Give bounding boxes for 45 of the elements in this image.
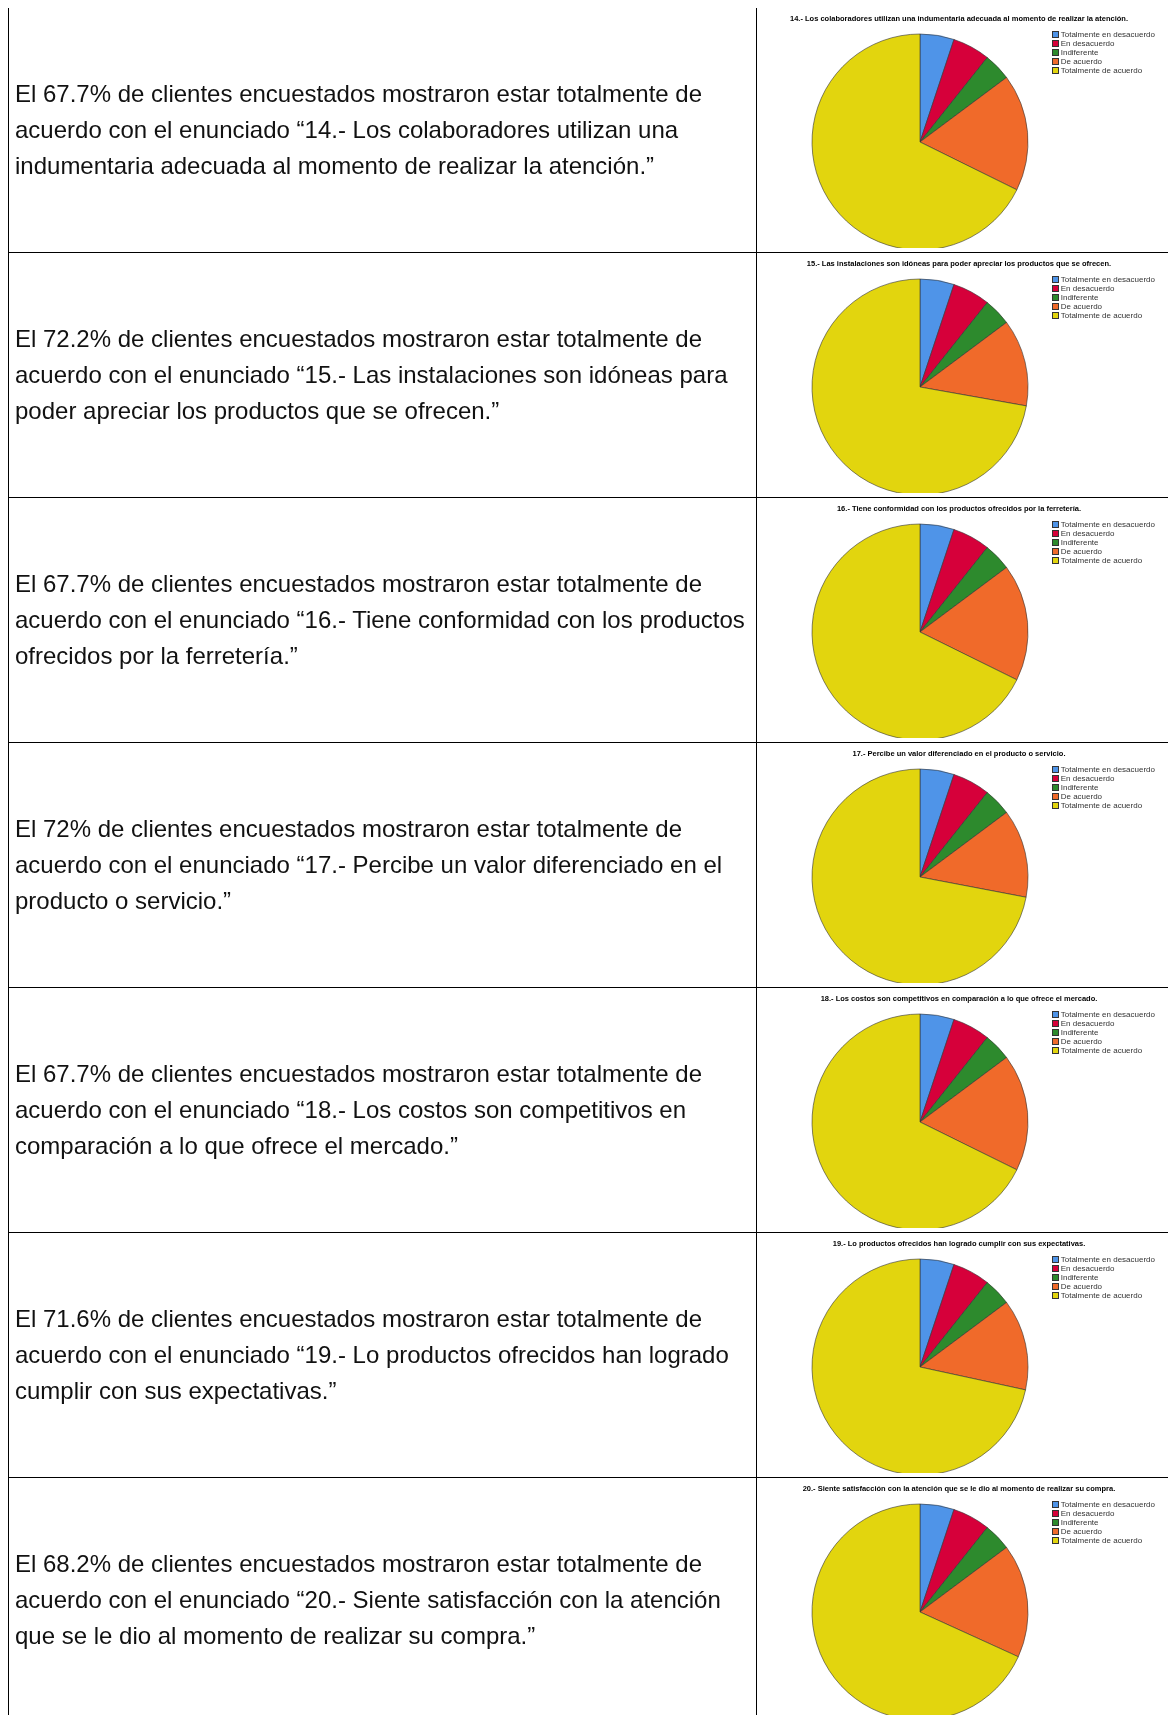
legend-label: De acuerdo — [1060, 57, 1103, 66]
legend-label: Indiferente — [1060, 1273, 1099, 1282]
legend-label: Totalmente en desacuerdo — [1060, 275, 1155, 284]
legend-label: Indiferente — [1060, 1518, 1099, 1527]
legend-label: Totalmente en desacuerdo — [1060, 1500, 1155, 1509]
legend-label: Indiferente — [1060, 1028, 1099, 1037]
legend-label: De acuerdo — [1060, 1282, 1103, 1291]
legend-label: En desacuerdo — [1060, 39, 1115, 48]
legend-label: De acuerdo — [1060, 792, 1103, 801]
text: El 67.7% de clientes encuestados mostraron estar totalmente de acuerdo con el enunciado “18.- Los costos son competitivos en comparación a lo que ofrece el mercado.” — [15, 1059, 704, 1161]
legend-label: Totalmente de acuerdo — [1060, 801, 1143, 810]
legend-label: En desacuerdo — [1060, 284, 1115, 293]
legend-label: Totalmente de acuerdo — [1060, 311, 1143, 320]
pie-slice — [811, 1258, 1026, 1473]
text: El 71.6% de clientes encuestados mostraron estar totalmente de acuerdo con el enunciado “19.- Lo productos ofrecidos han logrado cumplir con sus expectativas.” — [15, 1304, 730, 1406]
legend-label: En desacuerdo — [1060, 1019, 1115, 1028]
legend-label: De acuerdo — [1060, 1037, 1103, 1046]
legend-label: De acuerdo — [1060, 302, 1103, 311]
text: El 67.7% de clientes encuestados mostraron estar totalmente de acuerdo con el enunciado “14.- Los colaboradores utilizan una indumentaria adecuada al momento de realizar la atención.” — [15, 79, 704, 181]
legend-label: Totalmente de acuerdo — [1060, 556, 1143, 565]
legend-label: Indiferente — [1060, 48, 1099, 57]
legend-label: De acuerdo — [1060, 547, 1103, 556]
legend-label: Totalmente en desacuerdo — [1060, 520, 1155, 529]
legend-label: En desacuerdo — [1060, 774, 1115, 783]
legend-label: Totalmente de acuerdo — [1060, 66, 1143, 75]
legend-label: Indiferente — [1060, 293, 1099, 302]
legend-label: Totalmente en desacuerdo — [1060, 1255, 1155, 1264]
legend-label: En desacuerdo — [1060, 529, 1115, 538]
text: El 72% de clientes encuestados mostraron estar totalmente de acuerdo con el enunciado “17.- Percibe un valor diferenciado en el producto o servicio.” — [15, 814, 724, 916]
legend-label: Totalmente de acuerdo — [1060, 1536, 1143, 1545]
legend-label: Totalmente en desacuerdo — [1060, 30, 1155, 39]
text: El 67.7% de clientes encuestados mostraron estar totalmente de acuerdo con el enunciado “16.- Tiene conformidad con los productos ofrecidos por la ferretería.” — [15, 569, 746, 671]
legend-label: Totalmente en desacuerdo — [1060, 1010, 1155, 1019]
legend-label: Totalmente de acuerdo — [1060, 1291, 1143, 1300]
legend-label: Indiferente — [1060, 783, 1099, 792]
legend-label: Indiferente — [1060, 538, 1099, 547]
text: El 72.2% de clientes encuestados mostraron estar totalmente de acuerdo con el enunciado “15.- Las instalaciones son idóneas para poder apreciar los productos que se ofrecen.” — [15, 324, 729, 426]
legend-label: En desacuerdo — [1060, 1509, 1115, 1518]
legend-label: En desacuerdo — [1060, 1264, 1115, 1273]
pie-slice — [811, 768, 1027, 983]
legend-label: Totalmente en desacuerdo — [1060, 765, 1155, 774]
legend-label: Totalmente de acuerdo — [1060, 1046, 1143, 1055]
legend-label: De acuerdo — [1060, 1527, 1103, 1536]
pie-slice — [811, 278, 1027, 493]
text: El 68.2% de clientes encuestados mostraron estar totalmente de acuerdo con el enunciado “20.- Siente satisfacción con la atención que se le dio al momento de realizar su compra.” — [15, 1549, 722, 1651]
